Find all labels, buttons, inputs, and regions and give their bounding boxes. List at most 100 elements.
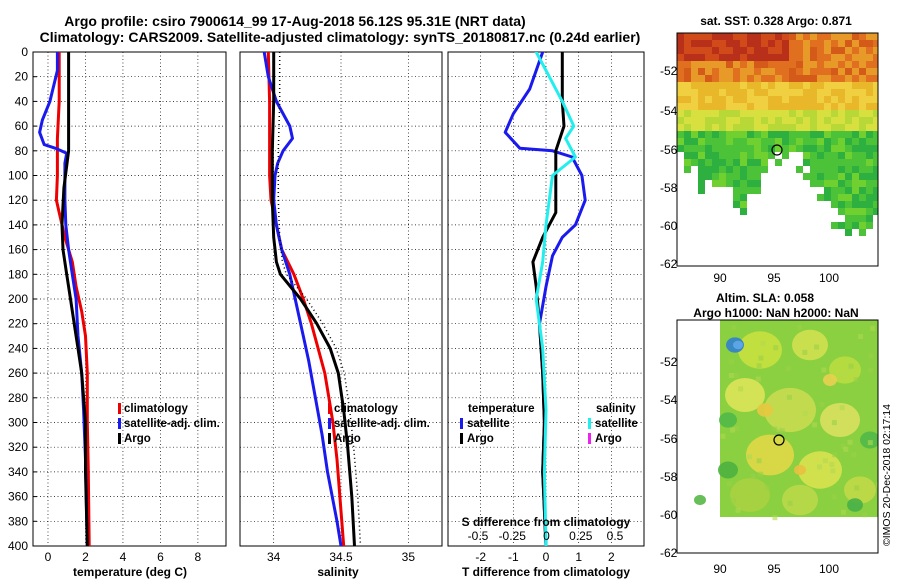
sst-map-cell — [873, 33, 878, 40]
sst-map-cell — [726, 54, 733, 61]
sst-map-cell — [747, 117, 754, 124]
sst-map-cell — [768, 131, 775, 138]
sst-map-cell — [859, 173, 866, 180]
sst-map-cell — [740, 54, 747, 61]
sst-map-cell — [866, 131, 873, 138]
sst-map-cell — [817, 47, 824, 54]
sst-map-cell — [845, 96, 852, 103]
sst-map-cell — [859, 96, 866, 103]
sst-map-cell — [747, 103, 754, 110]
sla-map-cell — [868, 353, 874, 359]
sst-map-cell — [831, 124, 838, 131]
sst-map-cell — [698, 187, 705, 194]
sst-map-cell — [796, 89, 803, 96]
sst-map-cell — [866, 138, 873, 145]
sst-map-cell — [845, 89, 852, 96]
sst-map-cell — [768, 110, 775, 117]
sst-map-cell — [740, 187, 747, 194]
sst-map-cell — [677, 40, 684, 47]
sst-map-cell — [684, 47, 691, 54]
sst-map-cell — [824, 159, 831, 166]
sst-map-cell — [831, 75, 838, 82]
sst-map-cell — [838, 89, 845, 96]
sst-map-cell — [831, 222, 838, 229]
sst-map-cell — [866, 89, 873, 96]
sst-map-cell — [838, 131, 845, 138]
sla-map-cell — [764, 485, 770, 491]
sst-map-cell — [838, 173, 845, 180]
sst-map-cell — [698, 166, 705, 173]
sst-map-cell — [768, 96, 775, 103]
sst-map-cell — [817, 33, 824, 40]
sst-map-cell — [754, 180, 761, 187]
sla-map-cell — [756, 363, 762, 369]
sst-map-cell — [684, 89, 691, 96]
sst-map-cell — [838, 222, 845, 229]
sst-map-cell — [852, 96, 859, 103]
sst-map-cell — [873, 89, 878, 96]
sst-map-cell — [845, 47, 852, 54]
sst-map-cell — [677, 54, 684, 61]
sst-map-cell — [768, 47, 775, 54]
sst-map-cell — [705, 47, 712, 54]
sst-map-cell — [810, 47, 817, 54]
sst-map-cell — [838, 68, 845, 75]
sst-map-cell — [740, 47, 747, 54]
sst-map-cell — [740, 68, 747, 75]
sst-map-cell — [789, 124, 796, 131]
sla-map-cell — [773, 345, 779, 351]
depth-tick-label: 220 — [8, 317, 28, 331]
legend-swatch-satellite-adj — [328, 418, 331, 429]
sst-map-cell — [754, 187, 761, 194]
legend-label-climatology: climatology — [334, 403, 399, 415]
sst-map-cell — [698, 47, 705, 54]
sst-map-cell — [719, 124, 726, 131]
sla-map-cell — [851, 451, 857, 457]
sst-map-cell — [796, 117, 803, 124]
sla-map-cell — [843, 446, 849, 452]
sst-map-cell — [803, 54, 810, 61]
sst-map-cell — [817, 166, 824, 173]
sla-map-cell — [802, 410, 808, 416]
sst-map-cell — [768, 138, 775, 145]
sst-map-cell — [803, 159, 810, 166]
legend-label-climatology: climatology — [124, 403, 189, 415]
sla-map-cell — [797, 325, 803, 331]
sst-map-cell — [684, 75, 691, 82]
sst-map-cell — [677, 75, 684, 82]
sst-map-cell — [859, 145, 866, 152]
sst-map-cell — [782, 124, 789, 131]
sst-map-cell — [775, 110, 782, 117]
sst-map-cell — [810, 61, 817, 68]
sst-map-cell — [705, 124, 712, 131]
sst-map-cell — [754, 173, 761, 180]
x-tick-label: 6 — [157, 550, 164, 564]
sla-map-blob — [719, 412, 737, 428]
sst-map-cell — [775, 33, 782, 40]
sst-map-cell — [817, 194, 824, 201]
sst-map-cell — [684, 61, 691, 68]
sst-map-cell — [677, 89, 684, 96]
sst-map-cell — [796, 96, 803, 103]
series-line-climatology — [266, 52, 346, 546]
sst-map-cell — [782, 117, 789, 124]
sla-map-cell — [831, 494, 837, 500]
sst-map-cell — [733, 201, 740, 208]
sst-map-cell — [705, 110, 712, 117]
sst-map-cell — [768, 33, 775, 40]
sst-map-cell — [684, 33, 691, 40]
sst-map-cell — [845, 124, 852, 131]
sst-map-cell — [733, 152, 740, 159]
sst-map-cell — [754, 124, 761, 131]
sst-map-cell — [803, 68, 810, 75]
imos-watermark: ©IMOS 20-Dec-2018 02:17:14 — [881, 404, 893, 546]
sst-map-cell — [705, 82, 712, 89]
sst-map-cell — [810, 33, 817, 40]
s-difference-tick-label: -0.5 — [468, 529, 489, 543]
sst-map-cell — [677, 145, 684, 152]
sst-map-cell — [789, 138, 796, 145]
sla-map-cell — [785, 366, 791, 372]
sla-map-title-2: Argo h1000: NaN h2000: NaN — [693, 306, 858, 320]
sst-map-cell — [705, 61, 712, 68]
sla-map-blob — [782, 484, 818, 516]
